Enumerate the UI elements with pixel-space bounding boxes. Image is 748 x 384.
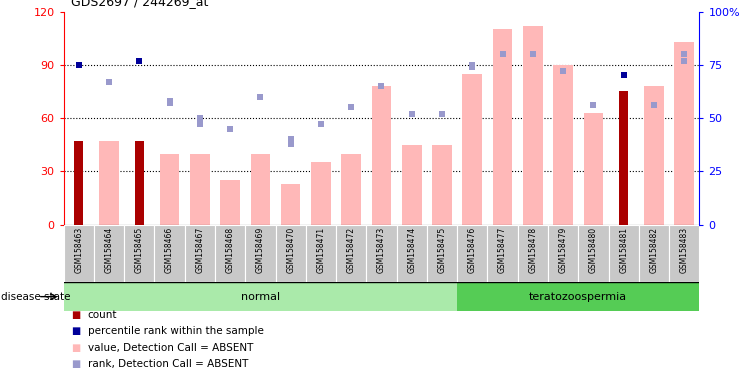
Bar [675,42,694,225]
Bar [518,225,548,282]
Bar [311,162,331,225]
Text: GSM158476: GSM158476 [468,227,476,273]
Bar [669,225,699,282]
Bar [583,113,603,225]
Bar [457,225,488,282]
Bar [94,225,124,282]
Text: normal: normal [241,291,280,302]
Text: ■: ■ [71,343,80,353]
Text: GSM158482: GSM158482 [649,227,658,273]
Bar [99,141,119,225]
Bar [341,154,361,225]
Text: GSM158464: GSM158464 [105,227,114,273]
Text: percentile rank within the sample: percentile rank within the sample [88,326,263,336]
Bar [135,141,144,225]
Bar [644,86,663,225]
Text: GSM158465: GSM158465 [135,227,144,273]
Text: value, Detection Call = ABSENT: value, Detection Call = ABSENT [88,343,253,353]
Bar [64,282,457,311]
Text: GSM158478: GSM158478 [528,227,537,273]
Bar [215,225,245,282]
Text: rank, Detection Call = ABSENT: rank, Detection Call = ABSENT [88,359,248,369]
Text: GDS2697 / 244269_at: GDS2697 / 244269_at [71,0,209,8]
Bar [523,26,543,225]
Text: ■: ■ [71,359,80,369]
Text: teratozoospermia: teratozoospermia [530,291,628,302]
Bar [74,141,83,225]
Bar [396,225,427,282]
Text: GSM158480: GSM158480 [589,227,598,273]
Text: GSM158473: GSM158473 [377,227,386,273]
Bar [336,225,367,282]
Bar [154,225,185,282]
Text: GSM158477: GSM158477 [498,227,507,273]
Bar [220,180,240,225]
Bar [488,225,518,282]
Text: ■: ■ [71,326,80,336]
Text: GSM158463: GSM158463 [74,227,83,273]
Bar [619,91,628,225]
Bar [160,154,180,225]
Bar [275,225,306,282]
Bar [367,225,396,282]
Text: GSM158479: GSM158479 [559,227,568,273]
Bar [64,225,94,282]
Bar [462,74,482,225]
Bar [578,225,609,282]
Text: GSM158483: GSM158483 [680,227,689,273]
Bar [493,29,512,225]
Bar [306,225,336,282]
Text: GSM158474: GSM158474 [407,227,416,273]
Text: GSM158469: GSM158469 [256,227,265,273]
Text: count: count [88,310,117,320]
Text: disease state: disease state [1,291,70,302]
Bar [372,86,391,225]
Bar [457,282,699,311]
Text: GSM158472: GSM158472 [347,227,356,273]
Bar [432,145,452,225]
Text: GSM158475: GSM158475 [438,227,447,273]
Bar [280,184,301,225]
Bar [245,225,275,282]
Text: GSM158467: GSM158467 [195,227,204,273]
Text: GSM158481: GSM158481 [619,227,628,273]
Text: GSM158466: GSM158466 [165,227,174,273]
Text: GSM158468: GSM158468 [226,227,235,273]
Text: GSM158471: GSM158471 [316,227,325,273]
Bar [639,225,669,282]
Bar [554,65,573,225]
Text: ■: ■ [71,310,80,320]
Bar [251,154,270,225]
Bar [427,225,457,282]
Bar [609,225,639,282]
Text: GSM158470: GSM158470 [286,227,295,273]
Bar [548,225,578,282]
Bar [190,154,209,225]
Bar [124,225,154,282]
Bar [185,225,215,282]
Bar [402,145,422,225]
